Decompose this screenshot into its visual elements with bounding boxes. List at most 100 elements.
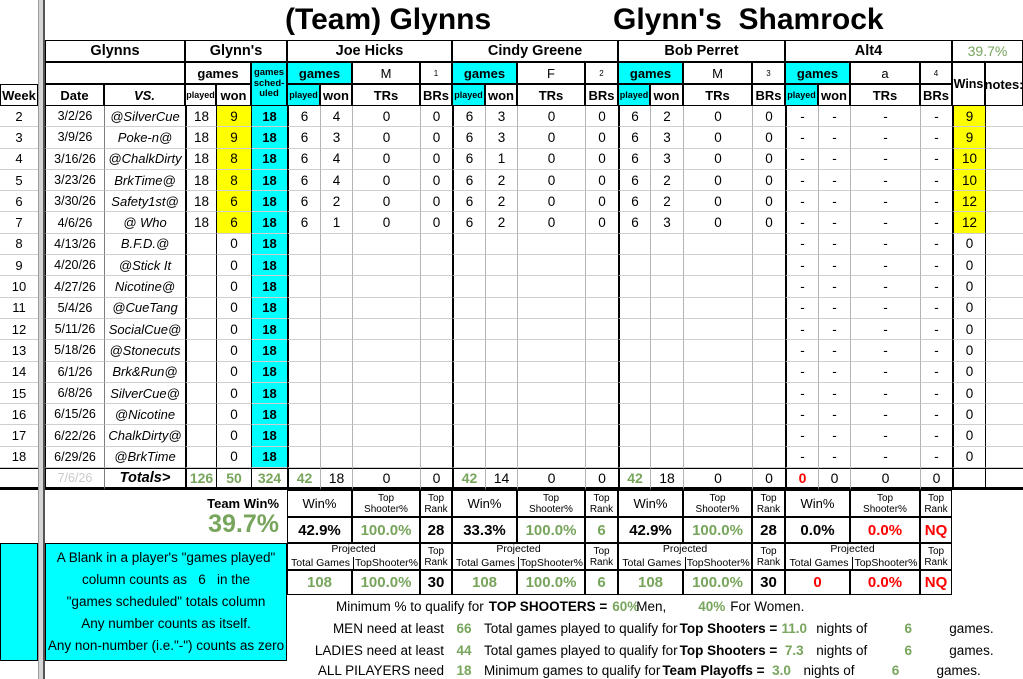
cell-brs: - <box>920 191 952 213</box>
cell-brs <box>752 340 785 362</box>
info-note-line: column counts as 6 in the <box>81 572 251 588</box>
week-header: Week <box>0 84 38 106</box>
top-shooter-value: 100.0% <box>517 517 585 544</box>
title-row: (Team) Glynns Glynn's Shamrock <box>0 0 1023 40</box>
cell-wins: 12 <box>952 212 985 234</box>
cell-played <box>287 276 320 298</box>
label-line: Rank <box>589 556 614 568</box>
projected-shooter-value: 100.0% <box>683 570 752 596</box>
cell-won <box>320 255 352 277</box>
cell-notes <box>985 340 1023 362</box>
cell-team-played <box>185 361 216 383</box>
text: Men, <box>636 598 667 614</box>
totals-brs: 0 <box>585 468 618 491</box>
cell-opponent: Safety1st@ <box>104 191 185 213</box>
team-group-header: Glynns <box>45 40 185 62</box>
text: Minimum games to qualify for <box>484 662 661 678</box>
projected-word: Projected <box>662 543 708 556</box>
cell-trs: - <box>850 233 920 256</box>
cell-played: 6 <box>618 191 650 213</box>
totals-games-scheduled: 324 <box>251 468 287 491</box>
cell-week: 10 <box>0 276 38 298</box>
cell-played <box>618 255 650 277</box>
cell-opponent: Brk&Run@ <box>104 361 185 383</box>
label-line: Top <box>927 545 945 557</box>
gender-header: F <box>517 62 585 84</box>
cell-trs: 0 <box>352 212 420 234</box>
cell-won <box>485 361 517 383</box>
text: LADIES need at least <box>314 642 444 658</box>
cell-notes <box>985 191 1023 213</box>
cell-played <box>287 255 320 277</box>
cell-brs <box>752 297 785 319</box>
cell-played <box>618 233 650 256</box>
top-shooter-label: Top Shooter% <box>517 490 585 518</box>
cell-brs: - <box>920 169 952 192</box>
cell-brs <box>585 425 618 447</box>
cell-won <box>320 361 352 383</box>
cell-trs <box>352 361 420 383</box>
totals-trs: 0 <box>352 468 420 491</box>
projected-rank-label: Top Rank <box>920 543 952 571</box>
cell-played: 6 <box>287 169 320 192</box>
cell-brs <box>420 340 452 362</box>
sched-line: games <box>253 67 285 79</box>
cell-trs: - <box>850 382 920 405</box>
player-header-cindy-greene: Cindy Greene <box>452 40 618 62</box>
cell-week: 13 <box>0 340 38 362</box>
cell-brs <box>752 255 785 277</box>
cell-played <box>287 297 320 319</box>
cell-notes <box>985 148 1023 170</box>
cell-brs: 0 <box>420 212 452 234</box>
cell-brs: 0 <box>420 106 452 128</box>
cell-wins: 10 <box>952 169 985 192</box>
text-bold: Team Playoffs = <box>662 662 765 678</box>
cell-brs: - <box>920 425 952 447</box>
cell-won: 3 <box>650 212 683 234</box>
cell-won <box>485 318 517 341</box>
column-divider <box>38 0 45 679</box>
cell-won <box>650 446 683 469</box>
cell-trs: - <box>850 318 920 341</box>
cell-played <box>452 361 485 383</box>
projected-rank-label: Top Rank <box>420 543 452 571</box>
cell-brs: 0 <box>420 127 452 149</box>
trs-header: TRs <box>352 84 420 106</box>
cell-games-scheduled: 18 <box>251 233 287 256</box>
cell-trs <box>352 446 420 469</box>
cell-games-scheduled: 18 <box>251 106 287 128</box>
player-header-joe-hicks: Joe Hicks <box>287 40 452 62</box>
cell-won <box>650 255 683 277</box>
cell-won <box>320 233 352 256</box>
cell-won: - <box>818 255 850 277</box>
cell-brs: - <box>920 276 952 298</box>
win-pct-value: 42.9% <box>618 517 683 544</box>
cell-trs: - <box>850 191 920 213</box>
cell-trs <box>683 446 752 469</box>
cell-wins: 0 <box>952 340 985 362</box>
cell-played <box>287 340 320 362</box>
totals-brs: 0 <box>752 468 785 491</box>
projected-sub-label: Total Games <box>622 556 682 569</box>
cell-wins: 0 <box>952 318 985 341</box>
cell-won: 4 <box>320 106 352 128</box>
totals-played: 42 <box>452 468 485 491</box>
won-header: won <box>216 84 251 106</box>
cell-trs: - <box>850 276 920 298</box>
cell-brs: 0 <box>585 169 618 192</box>
cell-brs <box>752 276 785 298</box>
player-number-header: 3 <box>752 62 785 84</box>
label-line: Shooter% <box>529 503 573 515</box>
cell-notes <box>985 382 1023 405</box>
cell-won <box>320 382 352 405</box>
cell-played: - <box>785 361 818 383</box>
projected-sub-label: TopShooter% <box>852 556 919 570</box>
cell-week: 3 <box>0 127 38 149</box>
totals-week-cell <box>0 468 38 491</box>
player-number-header: 2 <box>585 62 618 84</box>
player-header-alt4: Alt4 <box>785 40 952 62</box>
projected-sub-label: TopShooter% <box>684 556 752 570</box>
cell-trs: - <box>850 148 920 170</box>
text: nights of <box>816 620 868 636</box>
cell-played <box>618 382 650 405</box>
